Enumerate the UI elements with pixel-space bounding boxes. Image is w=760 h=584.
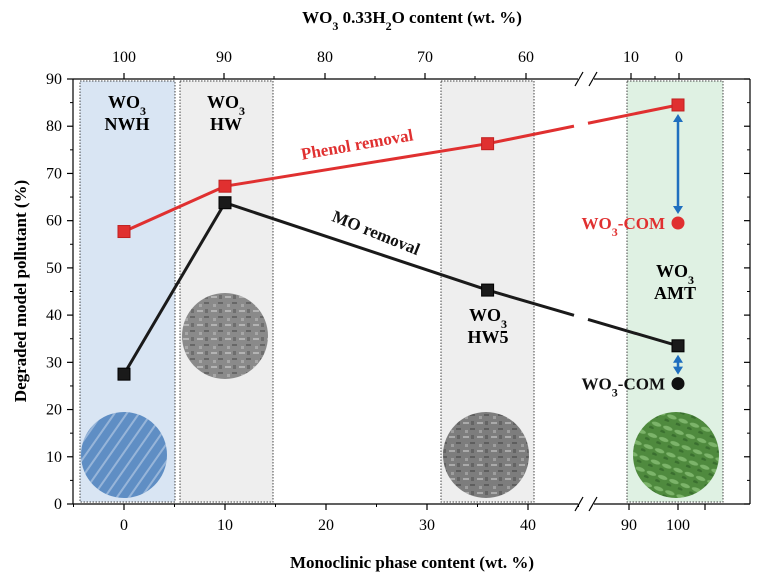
x-tick-label: 40 xyxy=(520,517,536,534)
axis-break-marks xyxy=(574,71,598,512)
sample-region-formula: WO3 xyxy=(656,261,694,287)
top-tick-label: 70 xyxy=(417,49,433,66)
series-line-segment xyxy=(487,124,575,146)
top-axis-label: WO3 0.33H2O content (wt. %) xyxy=(302,8,522,33)
y-tick-label: 90 xyxy=(46,71,62,88)
sem-texture xyxy=(182,293,268,379)
axis-break-mark xyxy=(574,71,584,87)
y-tick-label: 40 xyxy=(46,307,62,324)
data-point xyxy=(218,196,232,210)
sample-region-formula: WO3 xyxy=(108,92,146,118)
sample-region-name: AMT xyxy=(654,283,696,303)
top-tick-label: 100 xyxy=(112,49,136,66)
data-point xyxy=(218,179,232,193)
sample-region-name: HW5 xyxy=(467,327,508,347)
y-tick-label: 10 xyxy=(46,449,62,466)
data-point xyxy=(117,367,131,381)
sem-texture xyxy=(443,412,529,498)
reference-labels: WO3-COM WO3-COM xyxy=(582,214,665,400)
reference-label: WO3-COM xyxy=(582,214,665,239)
reference-point xyxy=(671,377,685,391)
top-tick-label: 0 xyxy=(675,49,683,66)
x-tick-label: 0 xyxy=(120,517,128,534)
reference-point xyxy=(671,216,685,230)
arrow-head xyxy=(673,113,683,122)
sample-region-box xyxy=(179,80,274,503)
y-tick-label: 20 xyxy=(46,402,62,419)
series-line-segment xyxy=(487,288,575,317)
y-tick-label: 70 xyxy=(46,165,62,182)
sample-region-formula: WO3 xyxy=(207,92,245,118)
series-line-segment xyxy=(122,201,227,375)
x-tick-label: 30 xyxy=(419,517,435,534)
series-line-segment xyxy=(587,103,679,125)
x-tick-label: 20 xyxy=(318,517,334,534)
x-tick-label: 90 xyxy=(621,517,637,534)
x-tick-label: 100 xyxy=(666,517,690,534)
arrow-head xyxy=(673,354,683,363)
series-line-segment xyxy=(224,201,489,292)
series-line-segment xyxy=(224,142,488,188)
y-tick-label: 30 xyxy=(46,354,62,371)
sample-region-formula: WO3 xyxy=(469,305,507,331)
reference-label: WO3-COM xyxy=(582,375,665,400)
reference-arrows xyxy=(673,113,683,375)
sample-region-name: HW xyxy=(210,114,242,134)
y-tick-label: 60 xyxy=(46,213,62,230)
series-line-segment xyxy=(123,184,226,233)
sem-texture xyxy=(633,412,719,498)
top-tick-label: 10 xyxy=(623,49,639,66)
top-tick-label: 60 xyxy=(518,49,534,66)
sem-texture xyxy=(81,412,167,498)
arrow-head xyxy=(673,206,683,215)
sample-region-name: NWH xyxy=(105,114,150,134)
data-point xyxy=(117,225,131,239)
axis-break-mark xyxy=(588,496,598,512)
y-tick-label: 50 xyxy=(46,260,62,277)
arrow-head xyxy=(673,366,683,375)
sem-images xyxy=(81,293,719,498)
series-lines xyxy=(122,103,679,375)
data-point xyxy=(671,98,685,112)
data-point xyxy=(481,137,495,151)
series-line-segment xyxy=(587,318,679,348)
y-axis-label: Degraded model pollutant (%) xyxy=(11,180,30,402)
top-tick-label: 90 xyxy=(216,49,232,66)
y-tick-label: 0 xyxy=(54,496,62,513)
mo-series-label: MO removal xyxy=(330,207,423,259)
y-tick-label: 80 xyxy=(46,118,62,135)
x-tick-label: 10 xyxy=(217,517,233,534)
axis-break-mark xyxy=(588,71,598,87)
x-axis-label: Monoclinic phase content (wt. %) xyxy=(290,553,534,572)
top-tick-label: 80 xyxy=(317,49,333,66)
series-markers xyxy=(117,98,685,391)
data-point xyxy=(481,283,495,297)
data-point xyxy=(671,339,685,353)
